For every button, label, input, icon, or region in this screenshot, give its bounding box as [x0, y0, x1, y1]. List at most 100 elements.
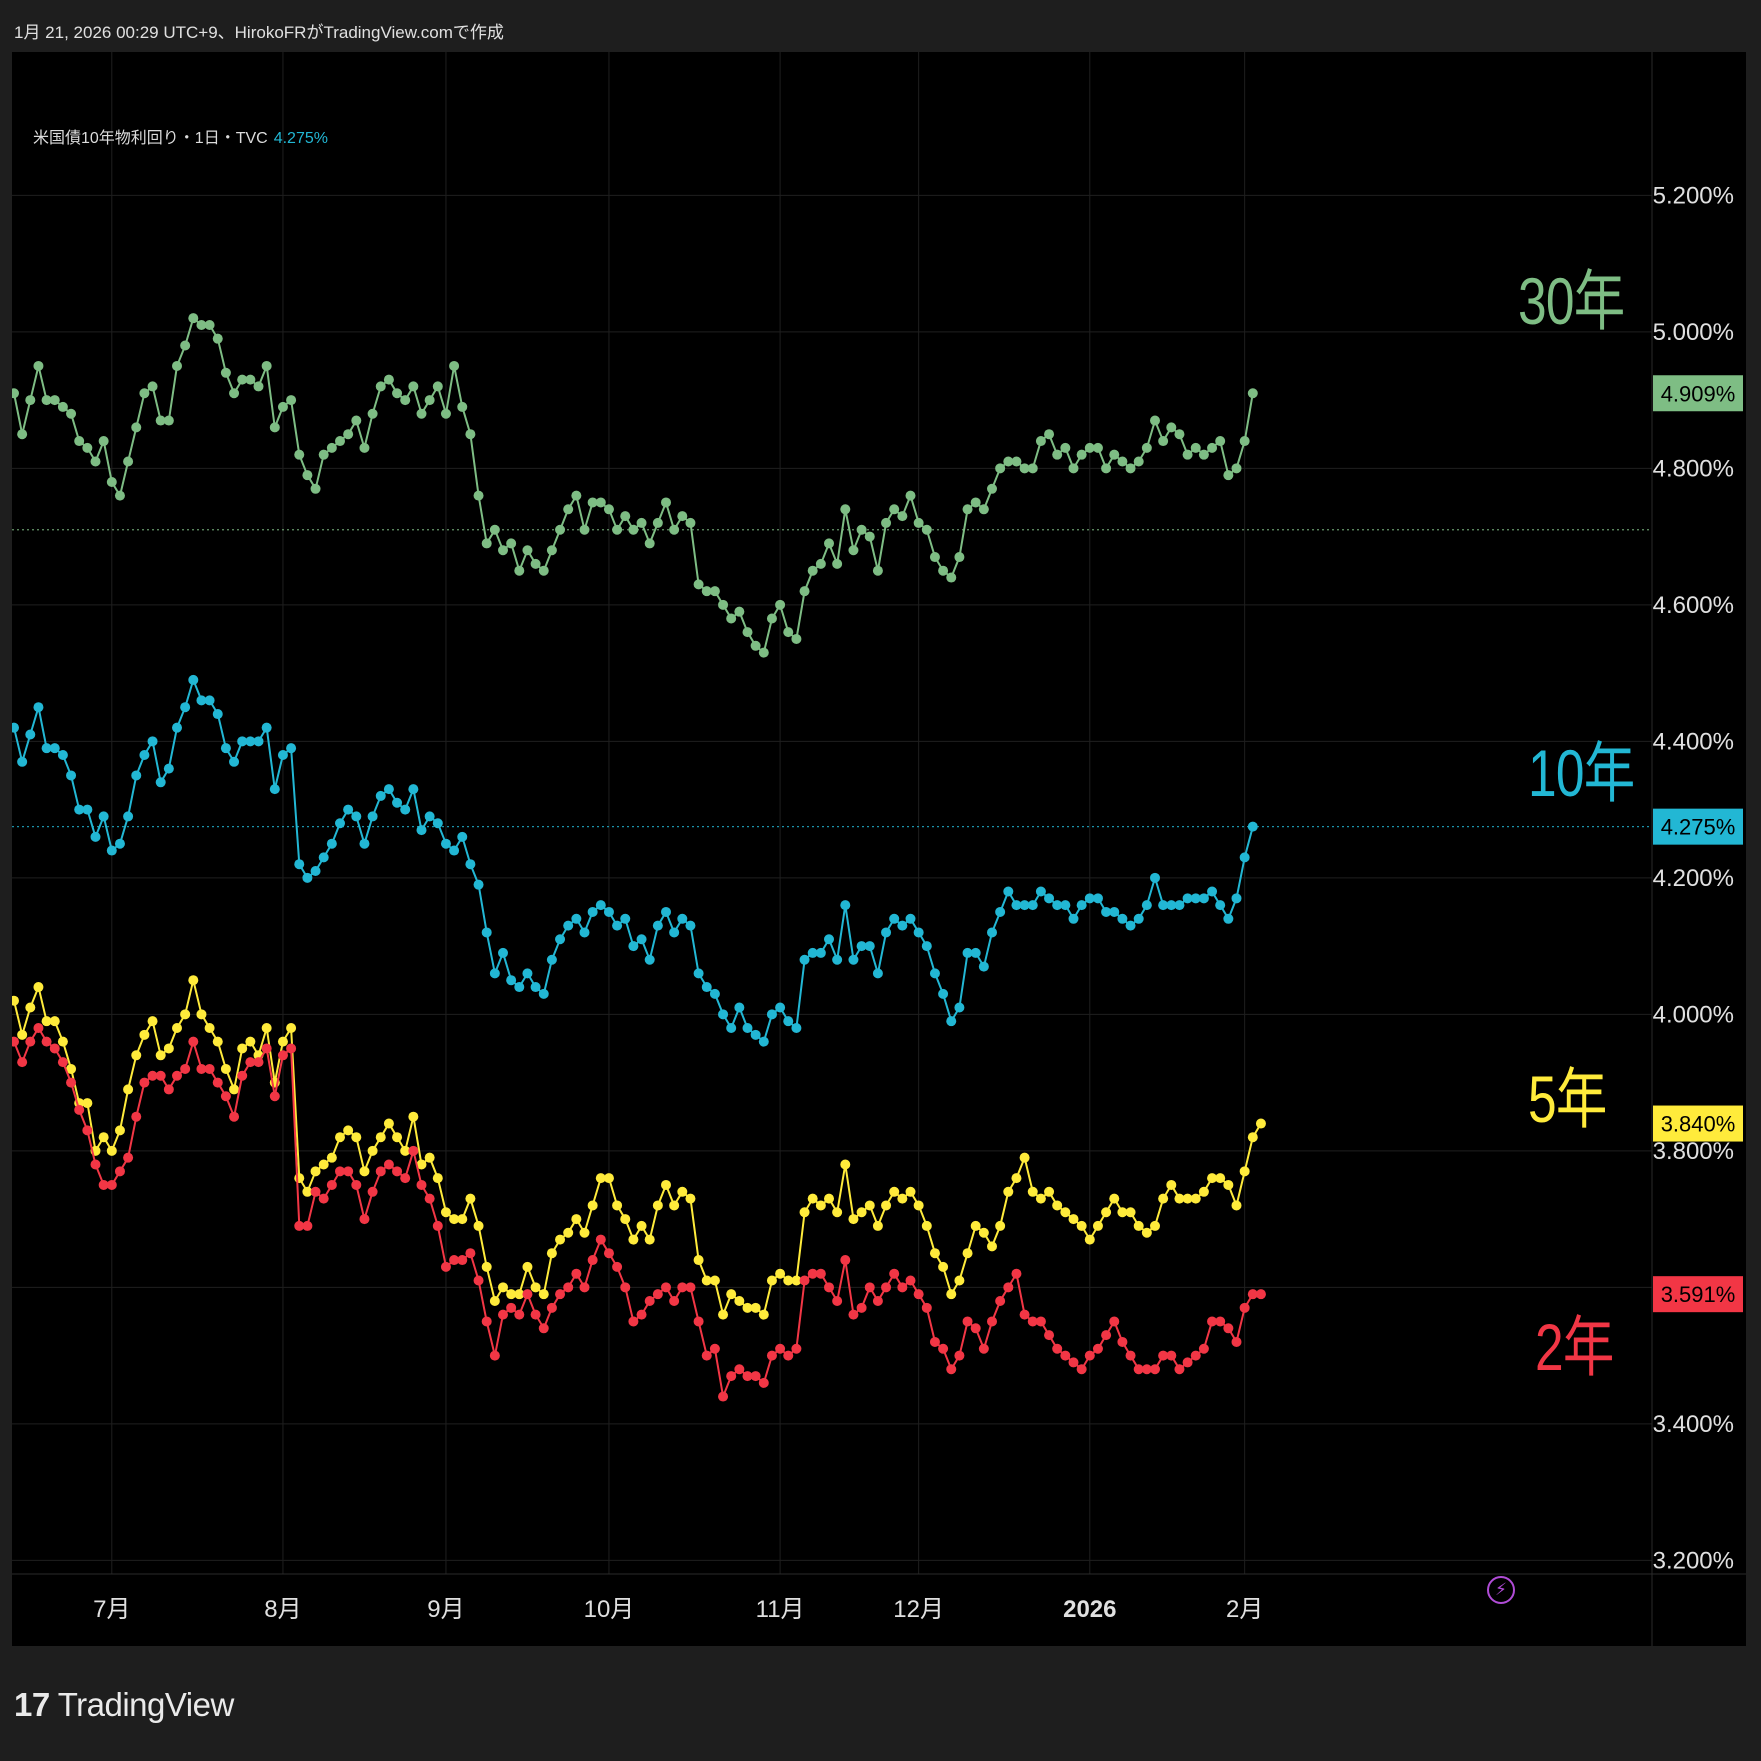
data-point	[1247, 1289, 1258, 1300]
data-point	[253, 381, 264, 392]
data-point	[603, 504, 614, 515]
data-point	[1239, 1302, 1250, 1313]
data-point	[612, 920, 623, 931]
data-point	[628, 524, 639, 535]
data-point	[766, 1350, 777, 1361]
data-point	[465, 859, 476, 870]
data-point	[685, 1193, 696, 1204]
data-point	[538, 1289, 549, 1300]
data-point	[1239, 852, 1250, 863]
lightning-icon[interactable]: ⚡	[1487, 1576, 1515, 1604]
data-point	[49, 395, 60, 406]
data-point	[954, 552, 965, 563]
data-point	[1182, 1193, 1193, 1204]
data-point	[1109, 1193, 1120, 1204]
data-point	[1117, 1207, 1128, 1218]
data-point	[180, 702, 191, 713]
data-point	[229, 1111, 240, 1122]
last-value-label: 4.909%	[1661, 381, 1736, 406]
data-point	[41, 743, 52, 754]
data-point	[1215, 1316, 1226, 1327]
data-point	[237, 1043, 248, 1054]
data-point	[628, 1316, 639, 1327]
data-point	[661, 497, 671, 508]
data-point	[33, 360, 44, 371]
data-point	[351, 1179, 362, 1190]
data-point	[514, 565, 525, 576]
data-point	[913, 1200, 924, 1211]
data-point	[269, 422, 280, 433]
legend-value: 4.275%	[273, 130, 328, 147]
data-point	[440, 408, 451, 419]
data-point	[514, 1289, 525, 1300]
data-point	[530, 1282, 541, 1293]
data-point	[758, 1036, 769, 1047]
data-point	[677, 1186, 688, 1197]
data-point	[1166, 1350, 1177, 1361]
data-point	[1019, 900, 1030, 911]
data-point	[1207, 886, 1218, 897]
chart-svg[interactable]: 3.200%3.400%3.600%3.800%4.000%4.200%4.40…	[12, 52, 1746, 1646]
data-point	[57, 401, 68, 412]
data-point	[709, 1343, 720, 1354]
data-point	[196, 695, 207, 706]
data-point	[563, 504, 574, 515]
data-point	[57, 749, 68, 760]
brand[interactable]: 17 TradingView	[14, 1686, 234, 1724]
data-point	[1044, 429, 1055, 440]
data-point	[302, 470, 313, 481]
data-point	[538, 1323, 549, 1334]
data-point	[978, 961, 989, 972]
data-point	[212, 1077, 223, 1088]
data-point	[848, 1214, 859, 1225]
data-point	[571, 913, 582, 924]
data-point	[1101, 906, 1112, 917]
data-point	[449, 1255, 460, 1266]
data-point	[946, 1016, 957, 1027]
data-point	[1084, 442, 1095, 453]
series-label-2y: 2年	[1535, 1310, 1614, 1384]
data-point	[546, 545, 557, 556]
data-point	[49, 1043, 60, 1054]
data-point	[220, 743, 231, 754]
data-point	[163, 1084, 174, 1095]
data-point	[807, 947, 818, 958]
data-point	[1239, 1166, 1250, 1177]
legend[interactable]: 米国債10年物利回り・1日・TVC 4.275%	[33, 124, 328, 148]
data-point	[864, 941, 875, 952]
data-point	[555, 934, 566, 945]
data-point	[791, 1275, 802, 1286]
data-point	[172, 1022, 182, 1033]
data-point	[1003, 1282, 1014, 1293]
data-point	[522, 968, 533, 979]
data-point	[718, 1009, 729, 1020]
y-tick-label: 3.200%	[1653, 1547, 1734, 1574]
data-point	[245, 1036, 256, 1047]
data-point	[351, 1132, 362, 1143]
data-point	[498, 947, 508, 958]
data-point	[506, 1289, 517, 1300]
data-point	[17, 1029, 28, 1040]
data-point	[465, 1193, 476, 1204]
data-point	[1011, 1268, 1022, 1279]
data-point	[864, 1200, 875, 1211]
data-point	[864, 531, 875, 542]
data-point	[1174, 900, 1185, 911]
data-point	[929, 1248, 940, 1259]
series-label-5y: 5年	[1528, 1062, 1607, 1136]
data-point	[603, 1248, 614, 1259]
data-point	[473, 1275, 484, 1286]
data-point	[408, 784, 419, 795]
data-point	[245, 374, 256, 385]
data-point	[318, 1193, 329, 1204]
data-point	[661, 906, 671, 917]
data-point	[359, 838, 370, 849]
data-point	[473, 1220, 484, 1231]
data-point	[815, 947, 826, 958]
data-point	[359, 442, 370, 453]
data-point	[1182, 1357, 1193, 1368]
data-point	[237, 374, 248, 385]
data-point	[742, 627, 753, 638]
data-point	[1223, 470, 1234, 481]
x-tick-label: 9月	[427, 1596, 464, 1623]
